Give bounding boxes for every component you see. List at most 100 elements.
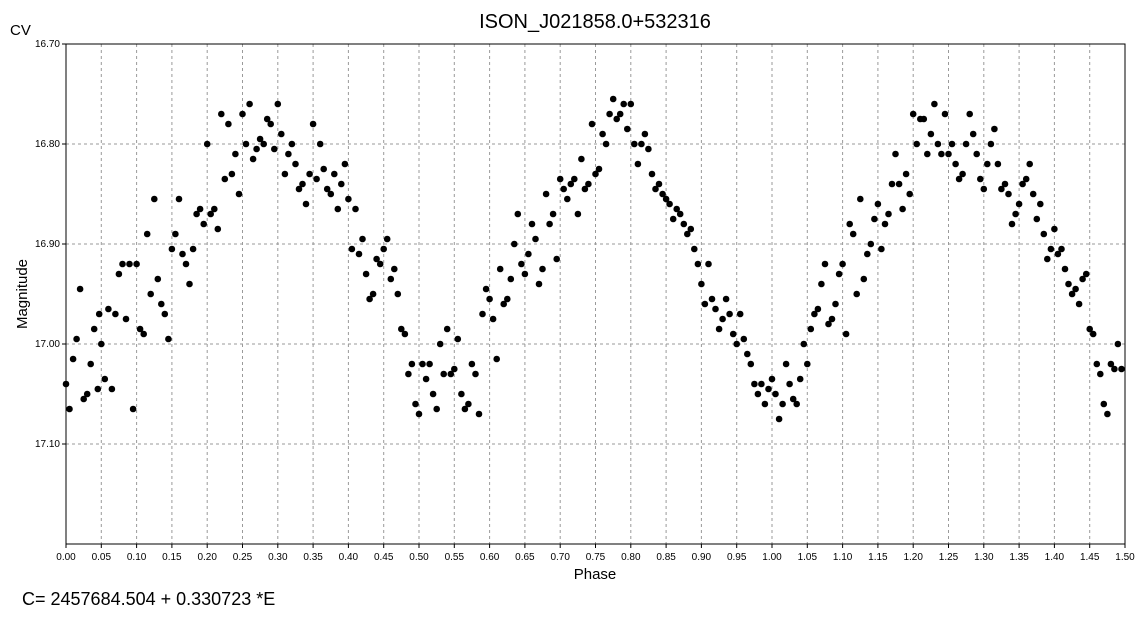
data-point xyxy=(412,400,419,408)
x-axis-label: Phase xyxy=(574,566,617,583)
data-point xyxy=(641,130,649,138)
data-point xyxy=(380,245,388,253)
x-tick-label: 0.05 xyxy=(92,552,112,563)
data-point xyxy=(253,145,260,153)
data-point xyxy=(924,150,931,158)
data-point xyxy=(634,160,642,168)
data-point xyxy=(493,355,501,363)
data-point xyxy=(518,260,525,268)
data-point xyxy=(1065,280,1072,288)
data-point xyxy=(496,265,504,273)
data-point xyxy=(669,215,677,223)
data-point xyxy=(684,230,691,238)
data-point xyxy=(108,385,116,393)
data-point xyxy=(549,210,557,218)
data-point xyxy=(977,175,984,183)
data-point xyxy=(1019,180,1026,188)
data-point xyxy=(980,185,988,193)
data-point xyxy=(161,310,169,318)
data-point xyxy=(789,395,797,403)
data-point xyxy=(87,360,94,368)
data-point xyxy=(154,275,162,283)
data-point xyxy=(860,275,868,283)
data-point xyxy=(398,325,405,333)
data-point xyxy=(486,295,493,303)
data-point xyxy=(846,220,853,228)
x-tick-label: 0.00 xyxy=(56,552,76,563)
data-point xyxy=(878,245,885,253)
y-tick-label: 17.10 xyxy=(35,439,60,450)
data-point xyxy=(620,100,627,108)
data-point xyxy=(200,220,207,228)
data-point xyxy=(489,315,497,323)
data-point xyxy=(613,115,620,123)
data-point xyxy=(426,360,433,368)
data-point xyxy=(249,155,257,163)
data-point xyxy=(553,255,560,263)
data-point xyxy=(507,275,515,283)
x-tick-label: 0.95 xyxy=(727,552,747,563)
x-tick-label: 1.05 xyxy=(798,552,818,563)
data-point xyxy=(440,370,448,378)
data-point xyxy=(98,340,105,348)
data-point xyxy=(585,180,592,188)
data-point xyxy=(359,235,366,243)
data-point xyxy=(299,180,306,188)
data-point xyxy=(909,110,917,118)
data-point xyxy=(567,180,575,188)
data-point xyxy=(232,150,239,158)
data-point xyxy=(313,175,320,183)
data-point xyxy=(391,265,398,273)
data-point xyxy=(228,170,236,178)
data-point xyxy=(768,375,776,383)
data-point xyxy=(225,120,232,128)
data-point xyxy=(62,380,70,388)
data-point xyxy=(256,135,264,143)
data-point xyxy=(83,390,91,398)
data-point xyxy=(235,190,243,198)
data-point xyxy=(1022,175,1030,183)
data-point xyxy=(175,195,183,203)
data-point xyxy=(736,310,744,318)
data-point xyxy=(796,375,804,383)
data-point xyxy=(779,400,786,408)
x-tick-label: 0.30 xyxy=(268,552,288,563)
data-point xyxy=(482,285,490,293)
data-point xyxy=(168,245,176,253)
data-point xyxy=(818,280,825,288)
data-point xyxy=(532,235,539,243)
data-point xyxy=(1005,190,1012,198)
x-tick-label: 0.10 xyxy=(127,552,147,563)
data-point xyxy=(994,160,1002,168)
data-point xyxy=(535,280,543,288)
data-point xyxy=(352,205,359,213)
data-point xyxy=(652,185,659,193)
data-point xyxy=(1100,400,1108,408)
data-point xyxy=(122,315,130,323)
data-point xyxy=(578,155,585,163)
x-tick-label: 1.15 xyxy=(868,552,888,563)
x-tick-label: 0.15 xyxy=(162,552,182,563)
data-point xyxy=(673,205,680,213)
data-point xyxy=(151,195,158,203)
x-axis-ticks: 0.00 0.05 0.10 0.15 0.20 0.25 0.30 0.35 0.40 0.45… xyxy=(56,544,1135,563)
grid-lines xyxy=(66,44,1125,544)
data-point xyxy=(242,140,250,148)
data-point xyxy=(839,260,846,268)
data-point xyxy=(1114,340,1122,348)
data-point xyxy=(475,410,483,418)
data-point xyxy=(355,250,363,258)
data-point xyxy=(906,190,913,198)
x-tick-label: 1.00 xyxy=(762,552,782,563)
data-point xyxy=(948,140,956,148)
data-point xyxy=(934,140,942,148)
y-axis-label: Magnitude xyxy=(14,259,31,329)
data-point xyxy=(602,140,610,148)
data-point xyxy=(765,385,772,393)
data-point xyxy=(95,310,103,318)
x-tick-label: 0.25 xyxy=(233,552,253,563)
data-point xyxy=(323,185,331,193)
data-point xyxy=(348,245,356,253)
x-tick-label: 0.55 xyxy=(445,552,465,563)
data-point xyxy=(556,175,564,183)
